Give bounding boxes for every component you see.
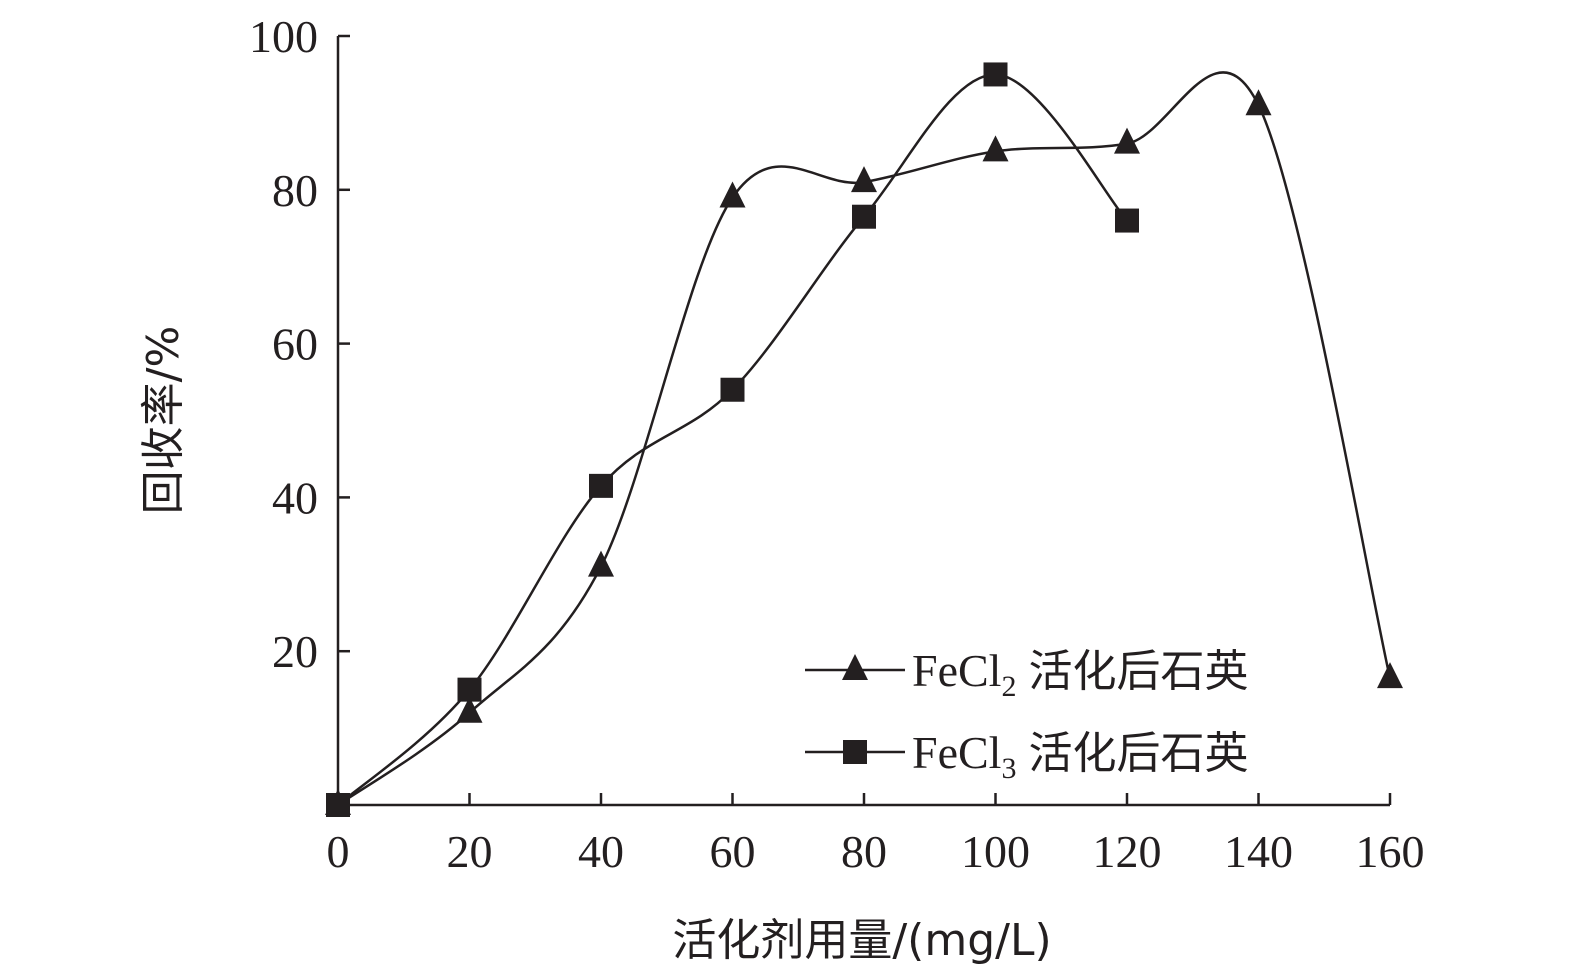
x-axis-title: 活化剂用量/(mg/L) xyxy=(672,915,1051,966)
axes: 0 20 40 60 80 100 120 140 160 20 40 60 80 100 xyxy=(249,11,1425,877)
triangle-marker xyxy=(588,550,614,577)
x-tick-label: 60 xyxy=(710,826,756,877)
y-tick-label: 100 xyxy=(249,11,318,62)
square-marker xyxy=(852,204,876,229)
square-marker xyxy=(589,473,613,498)
triangle-marker xyxy=(1245,89,1272,116)
x-tick-label: 40 xyxy=(578,826,624,877)
series-1 xyxy=(325,71,1403,815)
legend-label: FeCl2 活化后石英 xyxy=(912,645,1248,703)
x-tick-label: 0 xyxy=(327,826,350,877)
x-tick-label: 140 xyxy=(1224,826,1293,877)
legend-item: FeCl3 活化后石英 xyxy=(805,727,1248,785)
triangle-marker xyxy=(851,166,877,193)
square-marker xyxy=(1115,208,1139,233)
series-2 xyxy=(326,62,1139,817)
legend: FeCl2 活化后石英 FeCl3 活化后石英 xyxy=(805,645,1248,785)
triangle-marker xyxy=(982,135,1009,162)
triangle-marker xyxy=(719,181,746,208)
square-marker xyxy=(720,377,745,402)
x-tick-label: 20 xyxy=(447,826,493,877)
legend-square-marker xyxy=(843,740,867,764)
triangle-marker xyxy=(1114,127,1140,154)
x-tick-label: 120 xyxy=(1093,826,1162,877)
square-marker xyxy=(326,793,350,817)
legend-item: FeCl2 活化后石英 xyxy=(805,645,1248,703)
legend-triangle-marker xyxy=(842,654,868,680)
x-tick-label: 160 xyxy=(1356,826,1425,877)
legend-label: FeCl3 活化后石英 xyxy=(912,727,1248,785)
square-marker xyxy=(983,62,1008,87)
y-axis-title: 回收率/% xyxy=(138,326,189,515)
x-tick-label: 100 xyxy=(961,826,1030,877)
y-tick-label: 40 xyxy=(272,472,318,523)
x-tick-label: 80 xyxy=(841,826,887,877)
square-marker xyxy=(457,677,482,702)
triangle-marker xyxy=(456,696,483,723)
series-layer xyxy=(325,62,1403,817)
y-tick-label: 80 xyxy=(272,165,318,216)
y-tick-label: 20 xyxy=(272,626,318,677)
y-tick-label: 60 xyxy=(272,319,318,370)
series-line xyxy=(337,71,1392,807)
triangle-marker xyxy=(1377,662,1403,689)
